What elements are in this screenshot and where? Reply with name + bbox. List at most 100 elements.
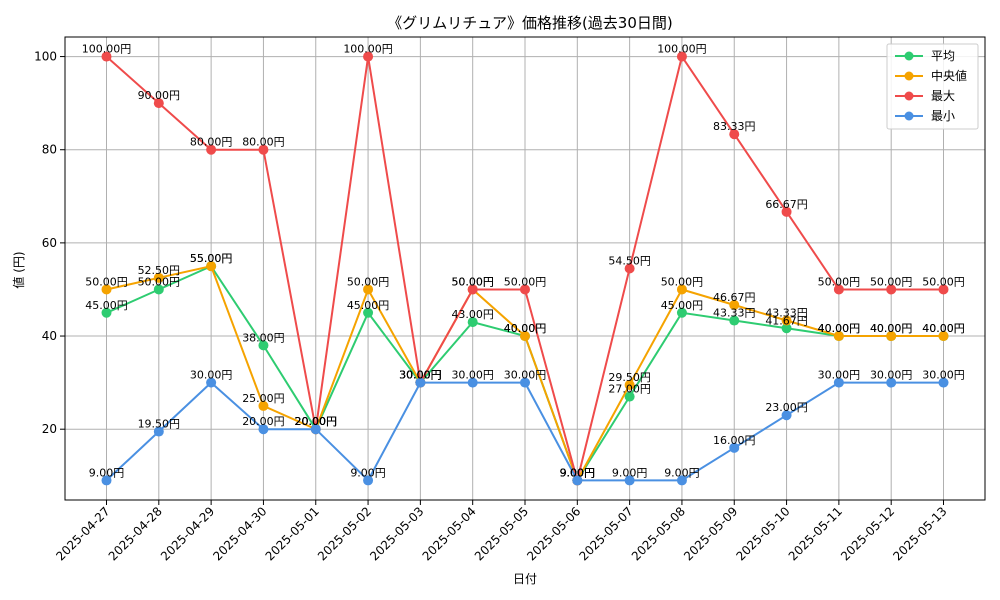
data-label: 66.67円 — [765, 198, 808, 211]
data-label: 50.00円 — [504, 275, 547, 288]
data-label: 27.00円 — [608, 383, 651, 396]
data-label: 16.00円 — [713, 434, 756, 447]
data-label: 50.00円 — [451, 275, 494, 288]
data-point — [153, 98, 164, 109]
data-label: 52.50円 — [138, 264, 181, 277]
data-label: 80.00円 — [190, 136, 233, 149]
data-label: 9.00円 — [560, 466, 596, 479]
data-point — [258, 340, 269, 351]
legend-item: 最大 — [895, 89, 955, 103]
data-point — [676, 307, 687, 318]
data-label: 50.00円 — [661, 275, 704, 288]
data-label: 100.00円 — [82, 43, 132, 56]
x-tick-label: 2025-05-04 — [420, 504, 479, 563]
data-point — [206, 377, 217, 388]
data-point — [153, 284, 164, 295]
data-label: 9.00円 — [612, 466, 648, 479]
data-point — [101, 475, 112, 486]
data-point — [572, 475, 583, 486]
data-label: 100.00円 — [343, 43, 393, 56]
data-label: 50.00円 — [347, 275, 390, 288]
data-point — [206, 261, 217, 272]
legend-frame — [886, 43, 979, 130]
data-label: 30.00円 — [451, 369, 494, 382]
data-point — [781, 410, 792, 421]
y-tick-label: 40 — [42, 329, 57, 343]
y-tick-label: 80 — [42, 143, 57, 157]
data-label: 30.00円 — [399, 369, 442, 382]
data-point — [153, 272, 164, 283]
data-point — [938, 377, 949, 388]
data-label: 20.00円 — [295, 415, 338, 428]
data-label: 43.00円 — [451, 308, 494, 321]
data-point — [676, 475, 687, 486]
data-label: 45.00円 — [661, 299, 704, 312]
y-tick-label: 60 — [42, 236, 57, 250]
grid — [65, 37, 985, 500]
data-label: 40.00円 — [818, 322, 861, 335]
x-tick-label: 2025-05-10 — [733, 504, 792, 563]
legend-marker — [904, 51, 914, 61]
legend-item: 平均 — [895, 49, 955, 63]
data-label: 40.00円 — [870, 322, 913, 335]
data-labels: 45.00円 50.00円 55.00円 38.00円 20.00円 45.00円 30.0… — [82, 43, 965, 480]
data-point — [886, 284, 897, 295]
data-label: 83.33円 — [713, 120, 756, 133]
data-label: 25.00円 — [242, 392, 285, 405]
data-point — [729, 129, 740, 140]
data-label: 55.00円 — [190, 252, 233, 265]
data-point — [781, 323, 792, 334]
data-label: 50.00円 — [922, 275, 965, 288]
data-label: 54.50円 — [608, 255, 651, 268]
x-tick-label: 2025-04-27 — [53, 504, 112, 563]
data-label: 20.00円 — [295, 415, 338, 428]
data-label: 30.00円 — [399, 369, 442, 382]
data-point — [101, 307, 112, 318]
data-label: 55.00円 — [190, 252, 233, 265]
y-axis: 20 40 60 80 100 — [34, 50, 65, 436]
data-point — [101, 51, 112, 62]
data-label: 43.33円 — [713, 307, 756, 320]
data-point — [624, 391, 635, 402]
data-label: 30.00円 — [399, 369, 442, 382]
legend-marker — [904, 71, 914, 81]
data-label: 40.00円 — [504, 322, 547, 335]
data-point — [833, 331, 844, 342]
data-point — [153, 426, 164, 437]
data-point — [467, 317, 478, 328]
series-3 — [101, 377, 949, 486]
y-axis-label: 値 (円) — [11, 251, 26, 288]
data-label: 30.00円 — [190, 369, 233, 382]
data-point — [520, 331, 530, 342]
data-label: 20.00円 — [295, 415, 338, 428]
legend-label: 最小 — [931, 109, 955, 123]
data-label: 45.00円 — [85, 299, 128, 312]
data-point — [363, 51, 374, 62]
data-label: 20.00円 — [295, 415, 338, 428]
data-label: 46.67円 — [713, 291, 756, 304]
x-tick-label: 2025-05-05 — [472, 504, 531, 563]
data-label: 50.00円 — [85, 275, 128, 288]
data-point — [624, 263, 635, 274]
data-point — [886, 331, 897, 342]
data-point — [363, 284, 374, 295]
data-label: 100.00円 — [657, 43, 707, 56]
data-point — [676, 51, 687, 62]
x-tick-label: 2025-05-02 — [315, 504, 374, 563]
data-point — [886, 377, 897, 388]
data-point — [258, 144, 269, 155]
y-tick-label: 100 — [34, 50, 57, 64]
data-label: 40.00円 — [922, 322, 965, 335]
data-point — [310, 424, 321, 435]
data-label: 9.00円 — [560, 466, 596, 479]
data-label: 50.00円 — [818, 275, 861, 288]
x-tick-label: 2025-04-29 — [158, 504, 217, 563]
legend-label: 最大 — [931, 89, 955, 103]
data-label: 40.00円 — [818, 322, 861, 335]
data-label: 30.00円 — [399, 369, 442, 382]
data-label: 40.00円 — [922, 322, 965, 335]
chart-title: 《グリムリチュア》価格推移(過去30日間) — [387, 14, 673, 32]
data-point — [206, 144, 217, 155]
data-label: 9.00円 — [560, 466, 596, 479]
